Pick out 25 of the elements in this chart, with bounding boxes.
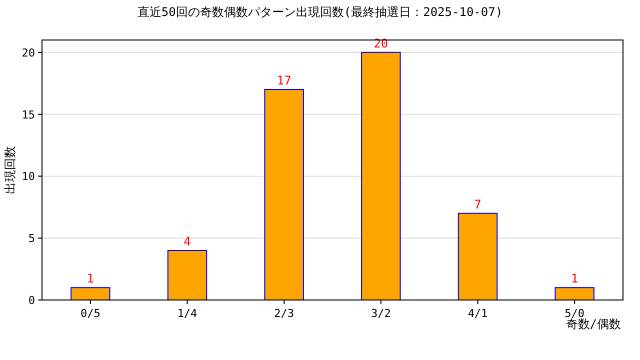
y-tick-label: 15 <box>22 108 35 122</box>
x-tick-label: 5/0 <box>564 307 585 320</box>
y-axis-title: 出現回数 <box>3 146 17 194</box>
x-axis-title: 奇数/偶数 <box>566 317 621 331</box>
y-tick-label: 20 <box>22 46 35 60</box>
chart-title: 直近50回の奇数偶数パターン出現回数(最終抽選日：2025-10-07) <box>137 5 503 19</box>
data-label: 7 <box>474 197 482 212</box>
data-label: 1 <box>86 272 94 286</box>
data-label: 1 <box>570 272 578 286</box>
x-tick-label: 3/2 <box>370 307 391 320</box>
y-tick-label: 10 <box>22 170 35 184</box>
y-tick-label: 5 <box>28 232 35 246</box>
y-tick-label: 0 <box>28 294 35 307</box>
bar <box>167 250 208 300</box>
bar <box>70 287 110 300</box>
x-tick-label: 4/1 <box>468 307 488 320</box>
bar <box>264 89 304 300</box>
bar <box>458 212 498 300</box>
data-label: 17 <box>276 74 292 88</box>
x-tick-label: 0/5 <box>80 307 100 320</box>
data-label: 4 <box>184 234 191 248</box>
x-tick-label: 1/4 <box>177 307 198 320</box>
bar <box>361 52 401 300</box>
x-tick-label: 2/3 <box>274 307 294 320</box>
bar <box>554 287 594 300</box>
